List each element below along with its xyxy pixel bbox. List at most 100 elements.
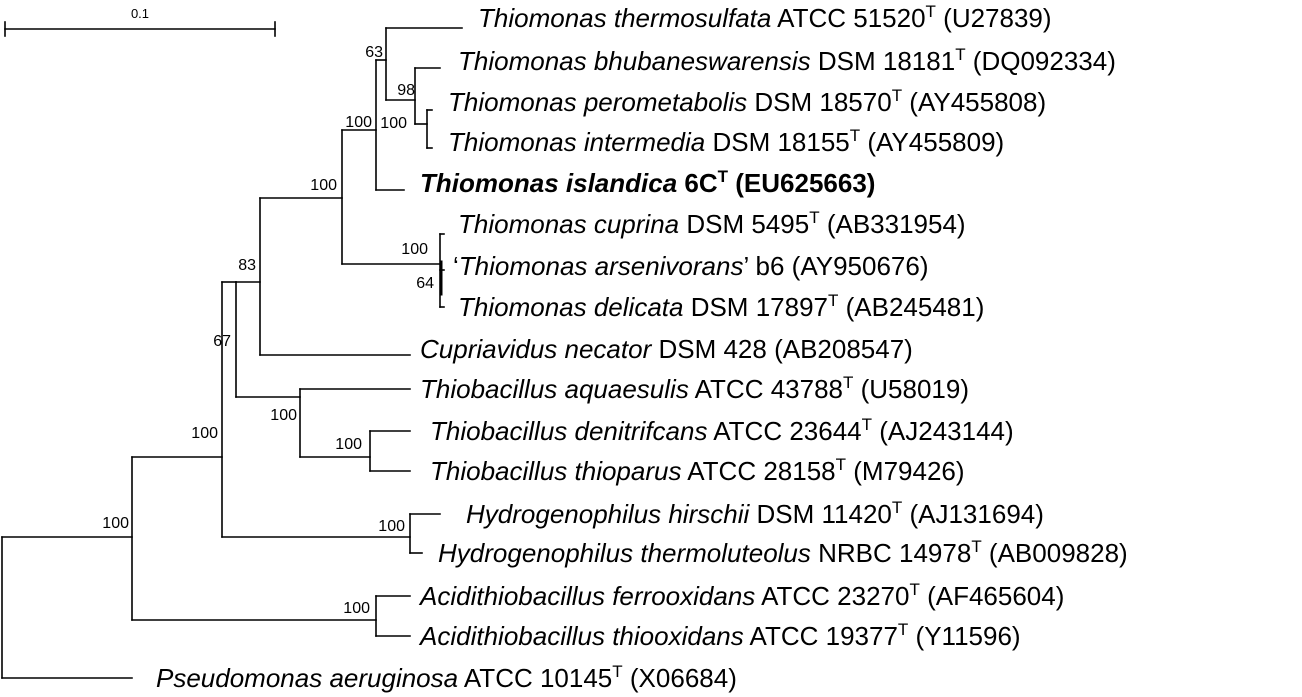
accession-number: (AY950676) (784, 251, 928, 281)
accession-number: (AY455808) (902, 87, 1046, 117)
bootstrap-value: 64 (416, 275, 434, 292)
taxon-label: ‘Thiomonas arsenivorans’ b6 (AY950676) (453, 251, 929, 281)
species-name: Thiomonas perometabolis (448, 87, 747, 117)
accession-number: (AB208547) (767, 334, 913, 364)
species-name: Hydrogenophilus hirschii (466, 499, 750, 529)
strain-id: ATCC 23270 (755, 581, 909, 611)
taxon-label: Thiomonas thermosulfata ATCC 51520T (U27… (478, 2, 1052, 33)
type-strain-mark: T (850, 126, 860, 145)
accession-number: (AF465604) (920, 581, 1065, 611)
tree-branches (1, 27, 463, 679)
accession-number: (U27839) (936, 3, 1052, 33)
taxon-label: Hydrogenophilus thermoluteolus NRBC 1497… (438, 537, 1128, 568)
strain-id: b6 (748, 251, 784, 281)
bootstrap-value: 100 (343, 600, 370, 617)
type-strain-mark: T (926, 2, 936, 21)
accession-number: (AB331954) (820, 209, 966, 239)
strain-id: DSM 5495 (679, 209, 809, 239)
accession-number: (U58019) (853, 374, 969, 404)
accession-number: (M79426) (846, 456, 965, 486)
type-strain-mark: T (892, 498, 902, 517)
taxon-label: Thiomonas bhubaneswarensis DSM 18181T (D… (458, 45, 1116, 76)
bootstrap-value: 100 (335, 436, 362, 453)
strain-id: ATCC 10145 (458, 663, 612, 693)
bootstrap-value: 100 (378, 518, 405, 535)
scale-bar: 0.1 (4, 6, 276, 37)
species-name: Thiomonas intermedia (448, 127, 705, 157)
species-name: Thiomonas arsenivorans (459, 251, 744, 281)
accession-number: (AJ131694) (902, 499, 1044, 529)
species-name: Acidithiobacillus ferrooxidans (418, 581, 755, 611)
taxon-label: Thiomonas cuprina DSM 5495T (AB331954) (458, 208, 966, 239)
type-strain-mark: T (828, 291, 838, 310)
species-name: Acidithiobacillus thiooxidans (418, 621, 744, 651)
type-strain-mark: T (836, 455, 846, 474)
accession-number: (X06684) (623, 663, 737, 693)
type-strain-mark: T (809, 208, 819, 227)
bootstrap-value: 83 (238, 257, 256, 274)
accession-number: (AB245481) (838, 292, 984, 322)
type-strain-mark: T (909, 580, 919, 599)
bootstrap-labels: 63 100 98 100 100 100 64 83 67 100 100 100 100 100 100 (102, 44, 434, 617)
species-name: Cupriavidus necator (420, 334, 653, 364)
strain-id: NRBC 14978 (811, 538, 971, 568)
species-name: Thiomonas delicata (458, 292, 683, 322)
species-name: Thiomonas cuprina (458, 209, 679, 239)
bootstrap-value: 100 (191, 425, 218, 442)
strain-id: ATCC 43788 (689, 374, 843, 404)
accession-number: (Y11596) (908, 621, 1020, 651)
strain-id: ATCC 28158 (681, 456, 835, 486)
bootstrap-value: 100 (270, 407, 297, 424)
taxon-label: Thiomonas islandica 6CT (EU625663) (420, 167, 875, 198)
species-name: Pseudomonas aeruginosa (156, 663, 458, 693)
type-strain-mark: T (898, 620, 908, 639)
type-strain-mark: T (892, 86, 902, 105)
bootstrap-value: 100 (380, 115, 407, 132)
scale-bar-label: 0.1 (131, 6, 149, 21)
strain-id: ATCC 51520 (771, 3, 925, 33)
accession-number: (EU625663) (728, 168, 875, 198)
strain-id: DSM 18570 (747, 87, 892, 117)
taxon-label: Acidithiobacillus ferrooxidans ATCC 2327… (418, 580, 1064, 611)
taxon-label: Thiomonas perometabolis DSM 18570T (AY45… (448, 86, 1046, 117)
taxon-label: Acidithiobacillus thiooxidans ATCC 19377… (418, 620, 1021, 651)
bootstrap-value: 100 (345, 114, 372, 131)
taxon-label: Cupriavidus necator DSM 428 (AB208547) (420, 334, 913, 364)
type-strain-mark: T (843, 373, 853, 392)
strain-id: DSM 428 (651, 334, 767, 364)
species-name: Hydrogenophilus thermoluteolus (438, 538, 811, 568)
species-name: Thiobacillus aquaesulis (420, 374, 689, 404)
species-name: Thiomonas thermosulfata (478, 3, 771, 33)
accession-number: (AJ243144) (872, 416, 1014, 446)
type-strain-mark: T (718, 167, 729, 186)
taxon-labels: Thiomonas thermosulfata ATCC 51520T (U27… (156, 2, 1128, 693)
taxon-label: Hydrogenophilus hirschii DSM 11420T (AJ1… (466, 498, 1044, 529)
strain-id: 6C (677, 168, 718, 198)
strain-id: ATCC 23644 (707, 416, 861, 446)
accession-number: (AB009828) (982, 538, 1128, 568)
species-name: Thiomonas islandica (420, 168, 677, 198)
strain-id: DSM 11420 (749, 499, 892, 529)
strain-id: DSM 18155 (705, 127, 850, 157)
taxon-label: Thiomonas intermedia DSM 18155T (AY45580… (448, 126, 1004, 157)
species-name: Thiobacillus denitrifcans (430, 416, 707, 446)
bootstrap-value: 98 (397, 82, 415, 99)
taxon-label: Thiobacillus aquaesulis ATCC 43788T (U58… (420, 373, 969, 404)
taxon-label: Thiobacillus thioparus ATCC 28158T (M794… (430, 455, 965, 486)
bootstrap-value: 100 (102, 515, 129, 532)
accession-number: (AY455809) (860, 127, 1004, 157)
taxon-label: Thiomonas delicata DSM 17897T (AB245481) (458, 291, 984, 322)
bootstrap-value: 100 (401, 241, 428, 258)
bootstrap-value: 100 (310, 177, 337, 194)
type-strain-mark: T (955, 45, 965, 64)
accession-number: (DQ092334) (966, 46, 1116, 76)
taxon-label: Pseudomonas aeruginosa ATCC 10145T (X066… (156, 662, 737, 693)
strain-id: DSM 17897 (683, 292, 828, 322)
strain-id: DSM 18181 (811, 46, 956, 76)
bootstrap-value: 67 (213, 333, 231, 350)
species-name: Thiomonas bhubaneswarensis (458, 46, 811, 76)
taxon-label: Thiobacillus denitrifcans ATCC 23644T (A… (430, 415, 1014, 446)
species-name: Thiobacillus thioparus (430, 456, 681, 486)
type-strain-mark: T (862, 415, 872, 434)
